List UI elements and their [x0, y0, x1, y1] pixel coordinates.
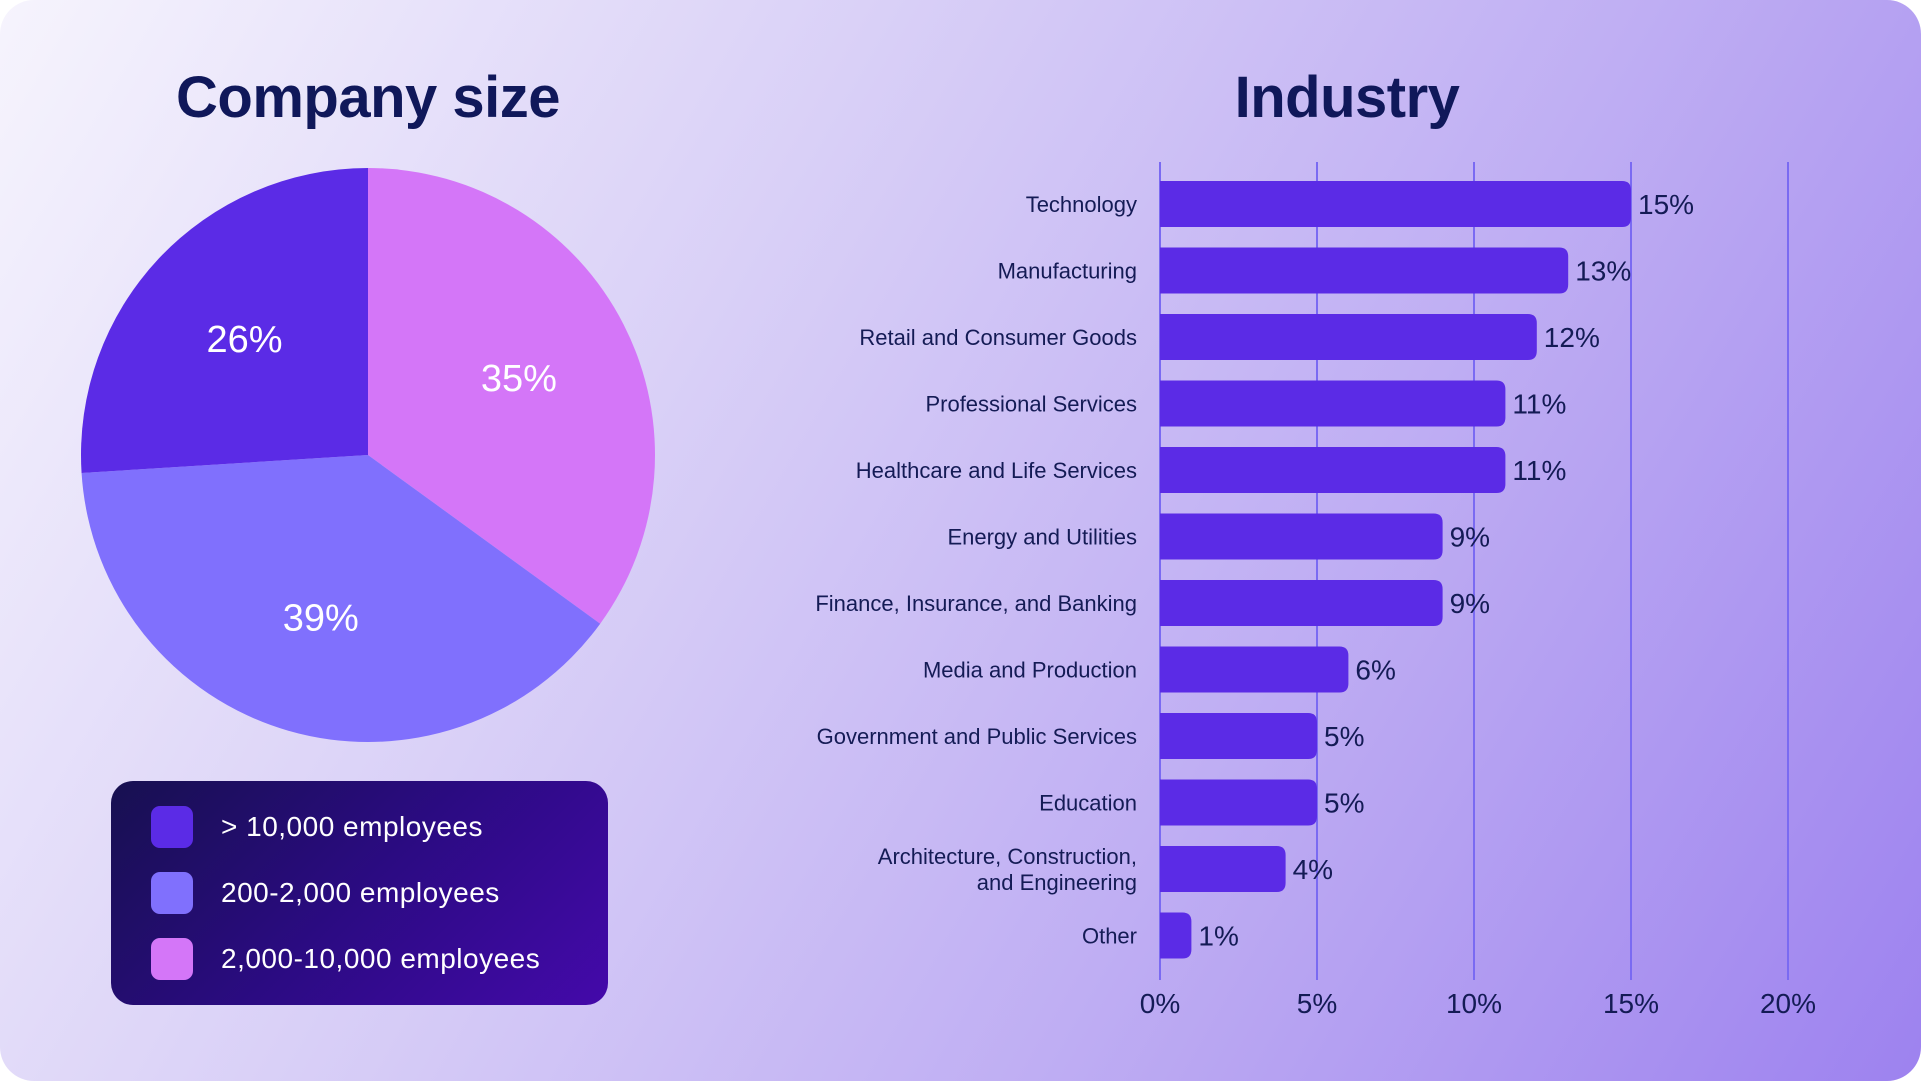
x-tick-label: 5%	[1297, 988, 1337, 1019]
pie-chart-title: Company size	[176, 65, 561, 130]
legend-item: 2,000-10,000 employees	[151, 938, 540, 980]
category-label-line: and Engineering	[977, 870, 1137, 895]
bar-value-label: 9%	[1450, 522, 1490, 553]
bar-value-label: 1%	[1198, 921, 1238, 952]
x-tick-label: 20%	[1760, 988, 1816, 1019]
category-label-line: Finance, Insurance, and Banking	[815, 591, 1137, 616]
category-label-line: Energy and Utilities	[947, 525, 1137, 550]
legend-label: 2,000-10,000 employees	[221, 943, 541, 974]
pie-slice-label: 26%	[207, 319, 283, 361]
pie-slice	[368, 168, 656, 624]
category-label-line: Healthcare and Life Services	[856, 458, 1137, 483]
x-tick-label: 15%	[1603, 988, 1659, 1019]
category-label-line: Retail and Consumer Goods	[859, 325, 1137, 350]
legend-swatch	[151, 938, 193, 980]
bar	[1160, 247, 1569, 294]
legend-label: > 10,000 employees	[221, 811, 483, 842]
bar-value-label: 6%	[1355, 655, 1395, 686]
category-label-line: Manufacturing	[998, 259, 1137, 284]
bar-value-label: 13%	[1575, 256, 1631, 287]
bar-value-label: 12%	[1544, 322, 1600, 353]
bar	[1160, 646, 1349, 693]
legend-label: 200-2,000 employees	[221, 877, 500, 908]
company-size-pie-chart: 35% 39% 26%	[81, 168, 656, 742]
bar	[1160, 181, 1631, 227]
pie-slice	[81, 168, 368, 474]
x-tick-label: 0%	[1140, 988, 1180, 1019]
legend-swatch	[151, 806, 193, 848]
bar-chart-title: Industry	[1234, 65, 1460, 130]
bar	[1160, 314, 1537, 360]
category-label: Architecture, Construction, and Engineeri…	[878, 844, 1137, 895]
category-label: Energy and Utilities	[947, 525, 1137, 550]
category-label: Other	[1082, 924, 1137, 949]
legend-item: > 10,000 employees	[151, 806, 483, 848]
legend-item: 200-2,000 employees	[151, 872, 500, 914]
bar-value-label: 15%	[1638, 189, 1694, 220]
category-label-line: Other	[1082, 924, 1137, 949]
legend-swatch	[151, 872, 193, 914]
bar	[1160, 380, 1506, 427]
bar-value-label: 4%	[1293, 854, 1333, 885]
pie-slice-label: 39%	[283, 598, 359, 640]
category-label: Government and Public Services	[817, 724, 1137, 749]
bar	[1160, 513, 1443, 560]
bar-value-label: 5%	[1324, 721, 1364, 752]
category-label-line: Education	[1039, 791, 1137, 816]
pie-slice-label: 35%	[481, 358, 557, 400]
bar	[1160, 713, 1317, 759]
bar	[1160, 779, 1317, 826]
category-label: Technology	[1026, 192, 1137, 217]
bar	[1160, 580, 1443, 626]
bar-value-label: 9%	[1450, 588, 1490, 619]
category-label: Retail and Consumer Goods	[859, 325, 1137, 350]
pie-legend: > 10,000 employees 200-2,000 employees 2…	[111, 781, 608, 1005]
category-label: Media and Production	[923, 658, 1137, 683]
category-label: Finance, Insurance, and Banking	[815, 591, 1137, 616]
category-label-line: Technology	[1026, 192, 1137, 217]
category-label: Manufacturing	[998, 259, 1137, 284]
bar-value-label: 11%	[1512, 455, 1566, 486]
bar-value-label: 5%	[1324, 788, 1364, 819]
category-label-line: Government and Public Services	[817, 724, 1137, 749]
bar-value-label: 11%	[1512, 389, 1566, 420]
category-label: Education	[1039, 791, 1137, 816]
pie-slice	[81, 455, 601, 742]
category-label-line: Media and Production	[923, 658, 1137, 683]
x-tick-label: 10%	[1446, 988, 1502, 1019]
bar	[1160, 912, 1192, 959]
category-label: Professional Services	[925, 392, 1137, 417]
category-label: Healthcare and Life Services	[856, 458, 1137, 483]
bar	[1160, 447, 1506, 493]
category-label-line: Professional Services	[925, 392, 1137, 417]
category-label-line: Architecture, Construction,	[878, 844, 1137, 869]
bar	[1160, 846, 1286, 892]
